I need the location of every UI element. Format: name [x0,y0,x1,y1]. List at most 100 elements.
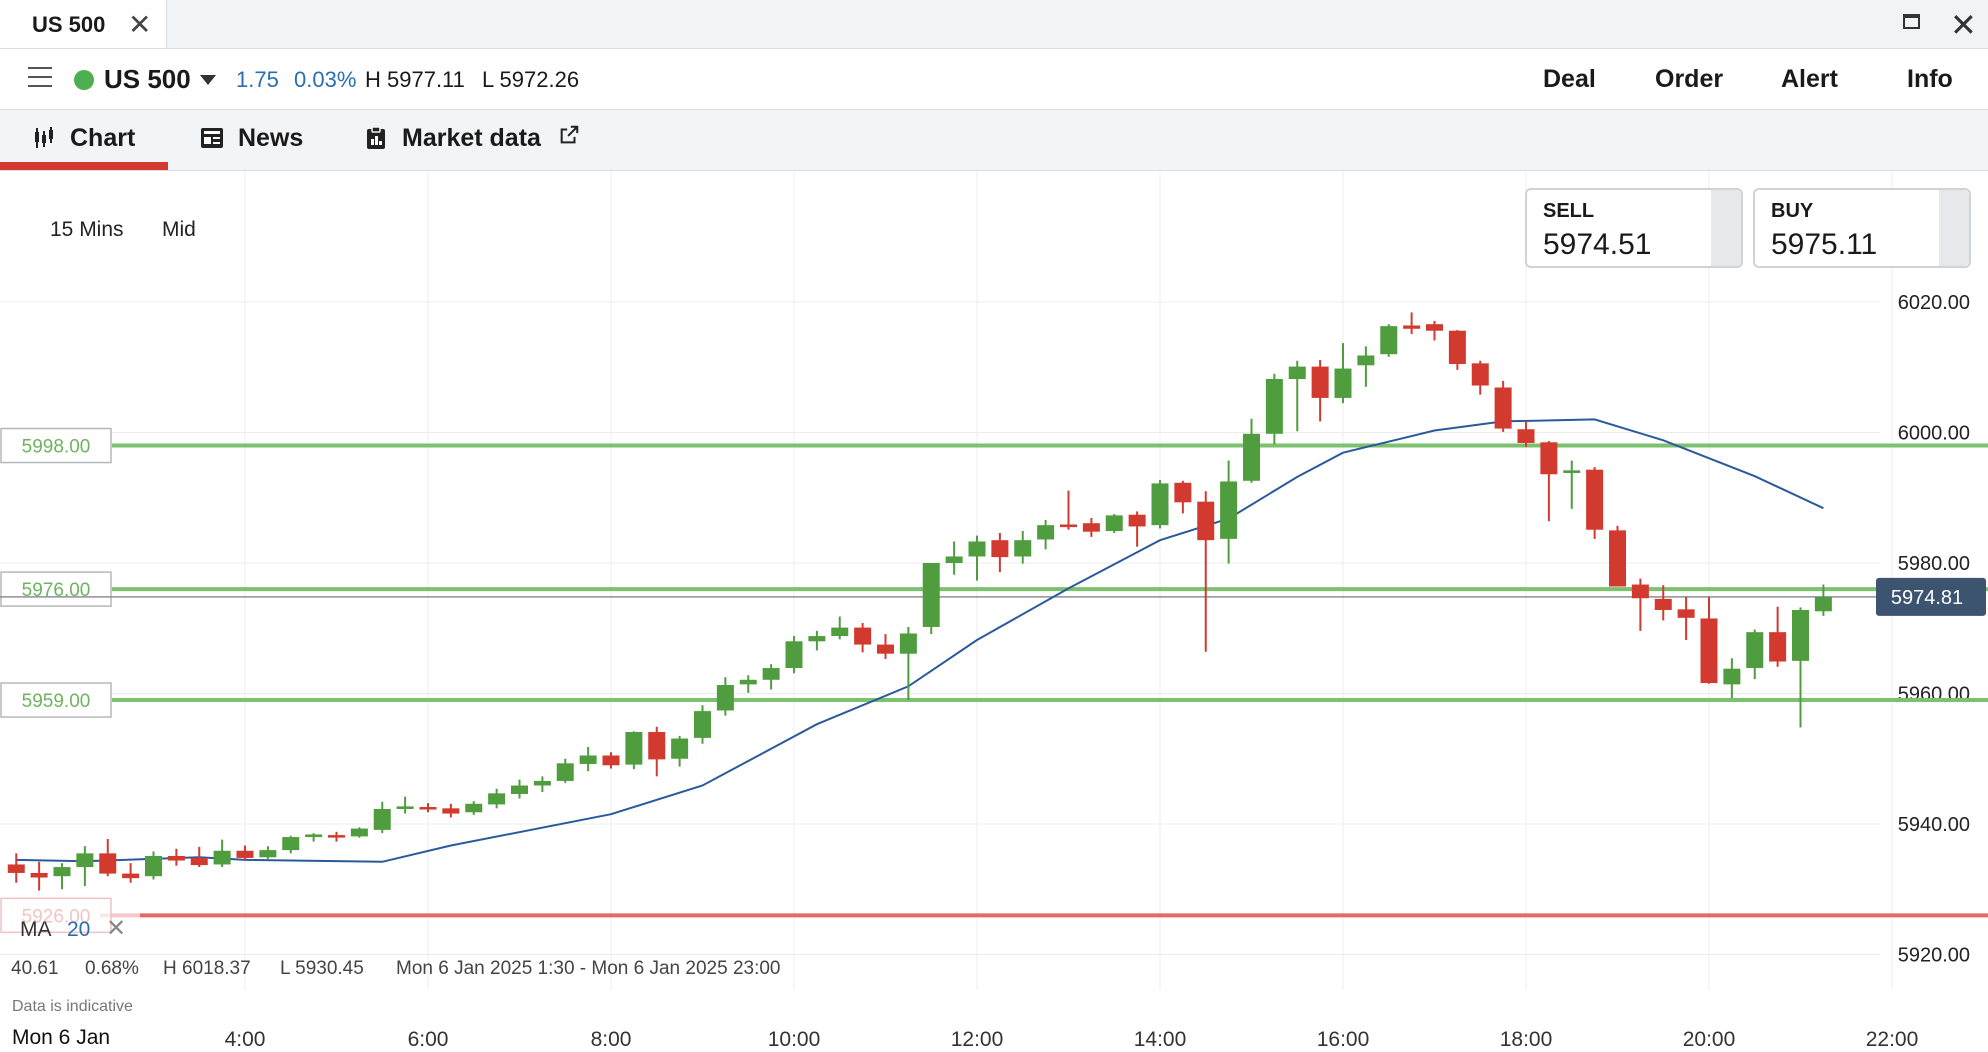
candle-up[interactable] [831,627,849,637]
candle-up[interactable] [465,803,483,813]
candle-up[interactable] [1014,540,1032,557]
candle-up[interactable] [1037,525,1055,540]
candle-down[interactable] [1128,514,1146,527]
remove-indicator-icon[interactable]: ✕ [106,915,127,942]
candle-up[interactable] [579,755,597,764]
level-label-box[interactable] [0,427,112,464]
candle-down[interactable] [1631,584,1649,599]
candle-down[interactable] [877,644,894,654]
candle-down[interactable] [419,807,437,810]
ma-indicator-period[interactable]: 20 [67,918,91,941]
candle-up[interactable] [305,834,323,838]
candle-up[interactable] [945,556,963,563]
candle-down[interactable] [442,808,460,814]
candle-up[interactable] [808,636,826,642]
candle-up[interactable] [145,855,162,877]
candle-up[interactable] [1814,596,1832,612]
instrument-name[interactable]: US 500 [104,64,191,94]
candle-up[interactable] [1334,368,1352,398]
buy-button[interactable]: BUY 5975.11 [1753,188,1971,268]
candle-up[interactable] [53,867,71,877]
candle-up[interactable] [259,850,277,858]
candle-up[interactable] [762,668,780,680]
candle-down[interactable] [1540,442,1558,475]
candle-down[interactable] [328,835,345,838]
tab-news[interactable]: News [190,110,320,170]
candle-up[interactable] [1220,481,1238,539]
candle-up[interactable] [213,850,231,865]
candle-down[interactable] [1586,469,1604,530]
candle-down[interactable] [1677,609,1695,618]
level-label-box[interactable] [0,897,112,934]
candle-down[interactable] [190,857,208,866]
candle-down[interactable] [648,731,666,760]
tab-chart[interactable]: Chart [0,110,168,170]
candle-down[interactable] [1517,429,1535,443]
candle-up[interactable] [1792,609,1809,661]
candle-down[interactable] [991,540,1009,558]
candle-down[interactable] [7,864,25,873]
candle-up[interactable] [1380,326,1398,355]
candle-down[interactable] [1448,330,1466,364]
candle-up[interactable] [350,828,368,837]
candle-up[interactable] [968,541,986,557]
candle-up[interactable] [1723,668,1741,685]
alert-button[interactable]: Alert [1781,65,1838,93]
candle-up[interactable] [1563,470,1581,473]
window-close-icon[interactable]: ✕ [1950,7,1977,43]
candle-down[interactable] [1609,530,1626,587]
order-button[interactable]: Order [1655,65,1724,93]
tab-close-icon[interactable]: ✕ [128,9,152,40]
tab-market-data[interactable]: Market data [360,110,590,170]
candle-down[interactable] [1311,366,1329,398]
ma-indicator-label[interactable]: MA [20,918,52,941]
candle-down[interactable] [1426,324,1443,331]
window-tab[interactable]: US 500 ✕ [0,0,167,48]
level-label-box[interactable] [0,682,112,718]
candle-up[interactable] [1105,515,1123,532]
candle-down[interactable] [1494,387,1512,429]
candle-down[interactable] [1769,632,1787,662]
candle-down[interactable] [1654,598,1672,610]
candle-down[interactable] [99,853,117,874]
candle-down[interactable] [236,850,254,858]
candle-up[interactable] [396,806,414,809]
candle-up[interactable] [511,785,528,794]
candle-up[interactable] [1265,378,1283,434]
candle-down[interactable] [122,873,140,879]
candle-up[interactable] [694,711,711,738]
candle-up[interactable] [76,853,94,868]
candle-down[interactable] [602,755,620,766]
candle-up[interactable] [373,808,391,830]
candle-down[interactable] [1197,501,1215,541]
candle-down[interactable] [1700,618,1718,684]
candle-up[interactable] [1151,483,1169,526]
price-type-selector[interactable]: Mid [162,218,196,241]
candle-up[interactable] [282,837,300,851]
candle-down[interactable] [1082,523,1100,532]
candle-up[interactable] [533,780,551,786]
chevron-down-icon[interactable] [200,75,216,85]
candle-down[interactable] [1403,325,1421,329]
deal-button[interactable]: Deal [1543,65,1596,93]
candle-down[interactable] [1060,524,1077,528]
info-button[interactable]: Info [1907,65,1953,93]
level-label-box[interactable] [0,571,112,607]
candle-up[interactable] [488,793,506,805]
candle-up[interactable] [1746,632,1764,669]
sell-button[interactable]: SELL 5974.51 [1525,188,1743,268]
maximize-icon[interactable] [1903,14,1920,29]
candle-up[interactable] [1357,355,1375,366]
candle-down[interactable] [1471,363,1489,386]
candle-down[interactable] [30,872,48,878]
price-chart[interactable]: 4:00 6:00 8:00 10:00 12:00 14:00 16:00 18:00 20:… [0,171,1988,1052]
candle-up[interactable] [1288,366,1306,379]
candle-up[interactable] [716,685,734,711]
candle-down[interactable] [1174,482,1192,503]
candle-up[interactable] [671,738,689,759]
candle-up[interactable] [1243,433,1260,481]
candle-up[interactable] [625,731,643,765]
timeframe-selector[interactable]: 15 Mins [50,218,124,241]
candle-up[interactable] [899,633,917,654]
hamburger-menu-icon[interactable] [28,67,52,89]
